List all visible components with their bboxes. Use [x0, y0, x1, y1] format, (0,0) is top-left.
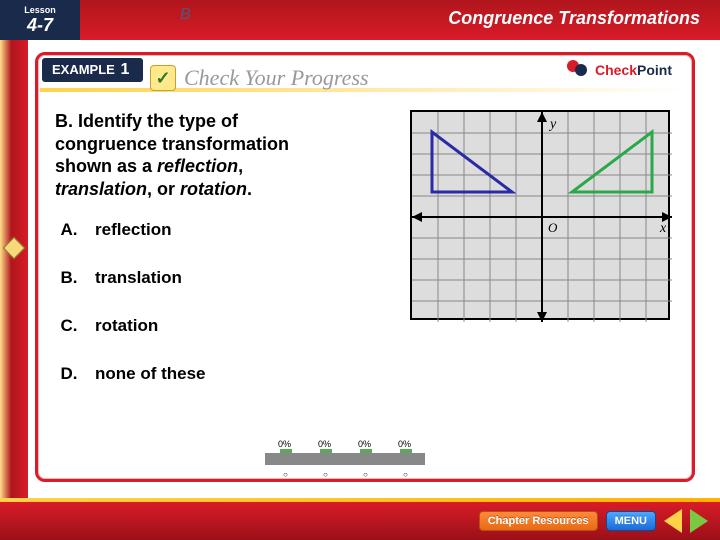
example-label: EXAMPLE [52, 62, 115, 77]
example-number: 1 [120, 61, 129, 78]
triangle-left [432, 132, 512, 192]
example-badge: EXAMPLE 1 [42, 58, 143, 82]
choice-letter: C. [55, 316, 83, 336]
lesson-number: 4-7 [27, 15, 53, 36]
subtitle-band: ✓ Check Your Progress [150, 63, 369, 93]
pct-label: 0% [398, 439, 411, 449]
question-line-3: shown as a [55, 156, 157, 176]
pct-label: 0% [318, 439, 331, 449]
question-prefix: B. [55, 111, 73, 131]
choice-letter: D. [55, 364, 83, 384]
menu-button[interactable]: MENU [606, 511, 656, 531]
question-ital-2: translation [55, 179, 147, 199]
response-bar-chart: 0% 0% 0% 0% ○ ○ ○ ○ [260, 435, 430, 480]
question-sep-2: , or [147, 179, 180, 199]
lesson-word: Lesson [24, 5, 56, 15]
marker: ○ [323, 470, 328, 479]
minibar-svg: 0% 0% 0% 0% ○ ○ ○ ○ [260, 435, 430, 480]
question-end: . [247, 179, 252, 199]
marker: ○ [283, 470, 288, 479]
y-axis-label: y [548, 117, 557, 132]
graph-svg: y x O [412, 112, 672, 322]
pct-label: 0% [278, 439, 291, 449]
pct-label: 0% [358, 439, 371, 449]
question-line-1: Identify the type of [78, 111, 238, 131]
marker: ○ [403, 470, 408, 479]
footer-bar: Chapter Resources MENU [0, 502, 720, 540]
chapter-resources-button[interactable]: Chapter Resources [479, 511, 598, 531]
question-ital-1: reflection [157, 156, 238, 176]
question-sep-1: , [238, 156, 243, 176]
choice-letter: B. [55, 268, 83, 288]
lesson-tab: Lesson 4-7 [0, 0, 80, 40]
choice-text: translation [95, 268, 182, 288]
question-text: B. Identify the type of congruence trans… [55, 110, 385, 200]
choice-text: none of these [95, 364, 206, 384]
question-line-2: congruence transformation [55, 134, 289, 154]
choice-b[interactable]: B. translation [55, 268, 206, 288]
checkpoint-badge: CheckPoint [567, 60, 672, 80]
choice-c[interactable]: C. rotation [55, 316, 206, 336]
left-decor-strip [0, 40, 28, 510]
coordinate-graph: y x O [410, 110, 670, 320]
checkmark-icon: ✓ [150, 65, 176, 91]
triangle-right [572, 132, 652, 192]
checkpoint-word-1: Check [595, 62, 637, 78]
next-arrow-icon[interactable] [690, 509, 708, 533]
graph-axes [412, 112, 672, 322]
origin-label: O [548, 220, 558, 235]
choice-a[interactable]: A. reflection [55, 220, 206, 240]
page-root: Lesson 4-7 B Congruence Transformations … [0, 0, 720, 540]
checkpoint-text: CheckPoint [595, 62, 672, 78]
choice-d[interactable]: D. none of these [55, 364, 206, 384]
marker: ○ [363, 470, 368, 479]
prev-arrow-icon[interactable] [664, 509, 682, 533]
chapter-title: Congruence Transformations [448, 8, 700, 29]
header-bar: Lesson 4-7 B Congruence Transformations [0, 0, 720, 40]
answer-choices: A. reflection B. translation C. rotation… [55, 220, 206, 412]
x-axis-label: x [659, 221, 667, 236]
choice-letter: A. [55, 220, 83, 240]
question-ital-3: rotation [180, 179, 247, 199]
choice-text: reflection [95, 220, 172, 240]
choice-text: rotation [95, 316, 158, 336]
tab-letter-b: B [180, 6, 191, 24]
checkpoint-icon [567, 60, 591, 80]
subtitle-text: Check Your Progress [184, 65, 369, 91]
checkpoint-word-2: Point [637, 62, 672, 78]
